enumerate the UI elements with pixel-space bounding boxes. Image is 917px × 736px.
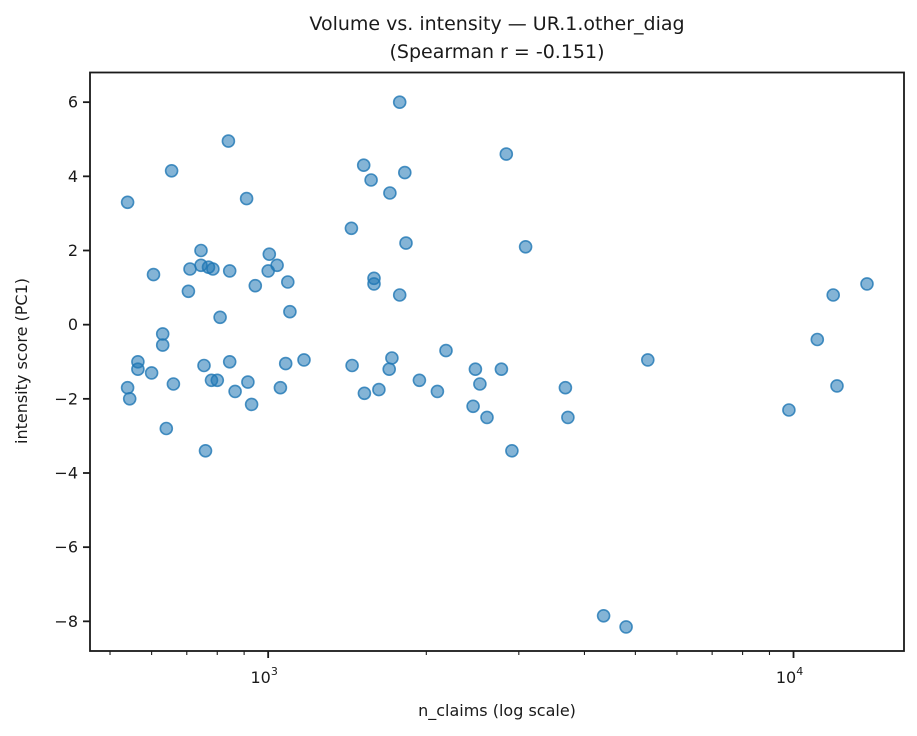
data-point	[297, 353, 311, 367]
x-axis-ticks: 103 104	[109, 651, 803, 687]
data-point	[278, 356, 293, 371]
data-point	[372, 382, 386, 397]
data-point	[283, 304, 297, 319]
y-tick-label: 4	[68, 167, 78, 186]
data-point	[499, 147, 514, 161]
data-point	[164, 164, 179, 178]
data-point	[239, 191, 254, 206]
data-point	[558, 380, 573, 395]
data-point	[155, 327, 170, 341]
data-point	[248, 278, 263, 293]
data-point	[430, 384, 445, 399]
y-tick-label: −2	[54, 389, 78, 408]
data-point	[518, 240, 533, 254]
x-tick-label: 104	[776, 665, 803, 687]
data-point	[131, 362, 145, 377]
data-point	[166, 377, 181, 391]
data-point	[228, 384, 242, 399]
data-point	[810, 332, 825, 347]
data-point	[364, 173, 378, 187]
data-point	[473, 377, 487, 391]
data-point	[222, 264, 237, 278]
data-point	[830, 379, 844, 393]
data-point	[439, 343, 453, 358]
data-point	[206, 262, 220, 276]
data-point	[468, 362, 483, 377]
data-point	[596, 608, 611, 623]
data-point	[280, 275, 295, 289]
y-tick-label: −8	[54, 612, 78, 631]
data-point	[241, 375, 255, 389]
data-point	[244, 397, 259, 412]
data-point	[367, 277, 381, 291]
data-point	[397, 165, 412, 180]
data-point	[399, 236, 413, 250]
data-point	[183, 262, 197, 276]
data-point	[494, 362, 509, 377]
data-point	[120, 380, 135, 395]
data-point	[221, 134, 236, 148]
data-point	[120, 195, 135, 210]
data-point	[213, 310, 227, 325]
data-point	[383, 186, 397, 200]
data-point	[273, 380, 288, 395]
y-axis-label: intensity score (PC1)	[12, 278, 31, 444]
y-tick-label: 0	[68, 315, 78, 334]
y-tick-label: 6	[68, 93, 78, 112]
scatter-points	[120, 95, 874, 634]
data-point	[619, 620, 633, 634]
data-point	[505, 443, 519, 458]
data-point	[345, 358, 359, 373]
plot-border	[89, 71, 905, 652]
y-axis-ticks: 6 4 2 0 −2 −4 −6 −8	[54, 93, 90, 631]
data-point	[122, 391, 137, 406]
data-point	[198, 443, 213, 458]
data-point	[194, 243, 208, 258]
data-point	[210, 373, 225, 388]
data-point	[262, 247, 277, 261]
data-point	[197, 358, 211, 373]
data-point	[146, 267, 161, 282]
chart-subtitle: (Spearman r = -0.151)	[389, 41, 604, 63]
data-point	[385, 351, 399, 365]
data-point	[480, 410, 494, 425]
data-point	[222, 354, 237, 369]
data-point	[382, 362, 397, 377]
y-tick-label: −6	[54, 538, 78, 557]
data-point	[640, 353, 655, 367]
data-point	[392, 288, 407, 302]
data-point	[357, 386, 372, 401]
data-point	[356, 158, 371, 172]
y-tick-label: −4	[54, 464, 78, 483]
x-axis-label: n_claims (log scale)	[418, 701, 576, 721]
chart-title: Volume vs. intensity — UR.1.other_diag	[309, 13, 684, 35]
data-point	[561, 410, 575, 425]
data-point	[155, 338, 170, 352]
data-point	[344, 221, 359, 236]
data-point	[860, 277, 874, 291]
data-point	[159, 421, 174, 436]
data-point	[412, 373, 427, 388]
data-point	[261, 264, 276, 278]
data-point	[466, 399, 480, 414]
data-point	[826, 288, 841, 302]
data-point	[144, 366, 159, 380]
data-point	[392, 95, 407, 109]
y-tick-label: 2	[68, 241, 78, 260]
x-tick-label: 103	[250, 665, 277, 687]
data-point	[782, 403, 796, 417]
data-point	[181, 284, 196, 299]
